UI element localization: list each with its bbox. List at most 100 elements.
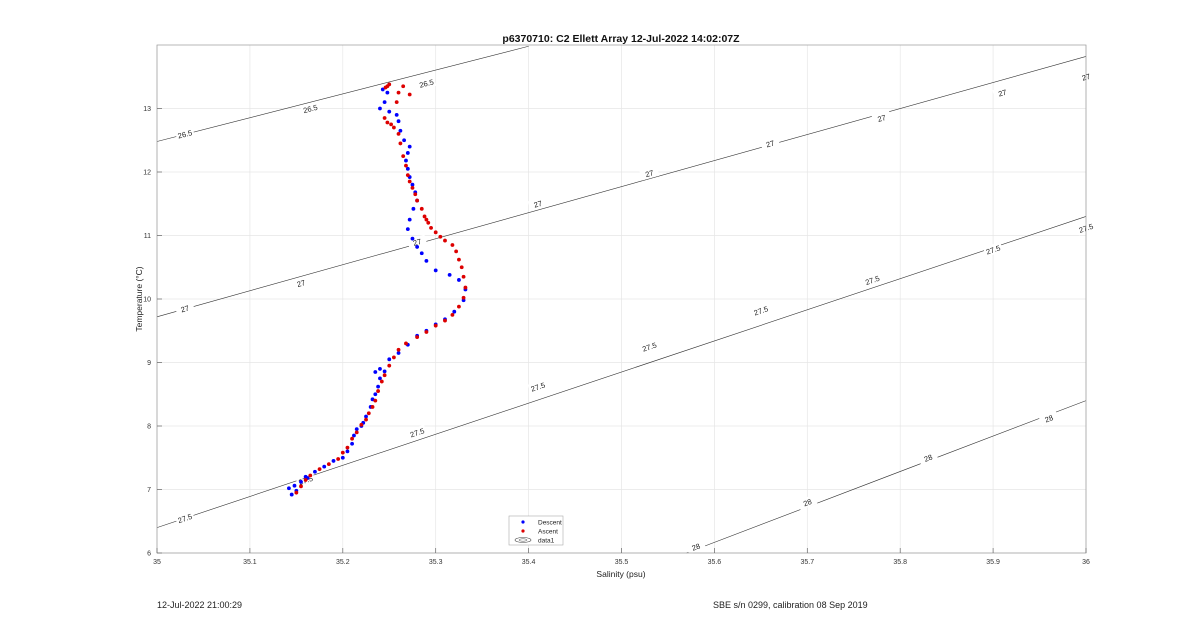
y-tick-label: 13 xyxy=(143,106,151,113)
ascent-point xyxy=(359,422,364,427)
contour-label-bg xyxy=(639,339,660,355)
x-tick-label: 35.5 xyxy=(615,559,629,566)
descent-point xyxy=(373,392,378,397)
x-tick-label: 35 xyxy=(153,559,161,566)
x-tick-label: 36 xyxy=(1082,559,1090,566)
ascent-point xyxy=(354,430,359,435)
descent-point xyxy=(415,245,420,249)
descent-point xyxy=(378,376,382,381)
ascent-point xyxy=(308,473,313,478)
legend-marker-descent xyxy=(521,520,525,524)
ascent-point xyxy=(387,82,392,87)
ascent-point xyxy=(422,214,427,219)
ascent-point xyxy=(424,330,429,334)
footer-timestamp: 12-Jul-2022 21:00:29 xyxy=(157,600,243,610)
ascent-point xyxy=(317,467,322,472)
descent-point xyxy=(419,251,424,256)
contour-label: 27 xyxy=(296,278,306,289)
descent-point xyxy=(447,272,452,277)
ascent-point xyxy=(429,225,433,230)
legend-entry-ascent: Ascent xyxy=(538,529,558,536)
x-tick-label: 35.7 xyxy=(800,559,814,566)
contour-label-bg xyxy=(871,110,892,126)
ascent-point xyxy=(382,116,387,120)
descent-point xyxy=(407,144,412,149)
ascent-point xyxy=(433,323,438,328)
ascent-point xyxy=(294,490,299,495)
ascent-point xyxy=(385,120,390,125)
ascent-point xyxy=(457,257,461,262)
descent-point xyxy=(354,427,359,432)
ascent-point xyxy=(405,173,410,178)
contour-label: 27 xyxy=(877,113,887,124)
descent-point xyxy=(433,268,438,273)
ascent-point xyxy=(450,243,455,247)
contour-label: 27.5 xyxy=(409,426,426,439)
contour-label: 27.5 xyxy=(985,243,1002,256)
ascent-point xyxy=(433,230,438,235)
ascent-point xyxy=(299,484,303,489)
contour-line xyxy=(156,45,529,142)
contour-label: 27 xyxy=(765,138,775,149)
descent-point xyxy=(394,112,399,117)
legend-entry-descent: Descent xyxy=(538,520,562,527)
descent-point xyxy=(376,384,381,389)
legend-marker-ascent xyxy=(521,529,525,533)
descent-point xyxy=(410,182,415,187)
contour-label-bg xyxy=(174,301,195,316)
contour-label-bg xyxy=(1038,410,1060,427)
contour-label: 27 xyxy=(644,168,654,179)
legend-entry-data1: data1 xyxy=(538,538,555,545)
descent-point xyxy=(404,158,408,163)
x-axis-label: Salinity (psu) xyxy=(596,569,645,579)
y-tick-label: 11 xyxy=(144,233,151,240)
contour-label-bg xyxy=(290,275,312,291)
contour-label: 28 xyxy=(802,497,813,508)
legend: Descent Ascent data1 xyxy=(508,515,564,546)
y-tick-label: 9 xyxy=(147,360,151,367)
ascent-point xyxy=(407,92,412,97)
ascent-point xyxy=(376,389,381,393)
ascent-point xyxy=(463,285,468,290)
ascent-point xyxy=(340,450,345,455)
contour-label: 27.5 xyxy=(753,304,770,317)
descent-point xyxy=(402,138,407,143)
ascent-point xyxy=(383,85,388,90)
descent-point xyxy=(350,441,354,446)
contour-label-bg xyxy=(760,136,781,151)
contour-label: 26.5 xyxy=(177,128,193,140)
ascent-point xyxy=(364,417,368,422)
ascent-point xyxy=(394,100,399,105)
contour-label: 28 xyxy=(1044,413,1055,424)
descent-point xyxy=(452,309,457,314)
x-tick-label: 35.3 xyxy=(429,559,443,566)
contour-label: 27.5 xyxy=(177,512,194,525)
contour-label-bg xyxy=(797,494,818,511)
ascent-point xyxy=(373,398,378,403)
ascent-point xyxy=(389,122,394,127)
ascent-point xyxy=(345,445,350,450)
y-tick-label: 7 xyxy=(147,487,151,494)
contour-label-bg xyxy=(527,379,549,395)
ascent-point xyxy=(401,154,406,159)
y-tick-label: 12 xyxy=(143,170,151,177)
contour-line xyxy=(686,400,1087,554)
y-axis-label: Temperature (°C) xyxy=(134,266,144,331)
ascent-point xyxy=(370,405,375,409)
descent-point xyxy=(407,217,412,222)
contour-label-bg xyxy=(917,449,939,466)
descent-point xyxy=(405,166,410,171)
ascent-point xyxy=(424,217,429,222)
ascent-point xyxy=(350,436,354,441)
contour-label: 28 xyxy=(923,453,934,464)
contour-label-bg xyxy=(416,76,437,91)
contour-label-bg xyxy=(750,302,771,319)
contour-label: 26.5 xyxy=(418,77,434,89)
ascent-point xyxy=(410,185,415,190)
ascent-point xyxy=(415,198,420,203)
ascent-point xyxy=(391,355,396,360)
descent-point xyxy=(405,151,410,155)
ascent-point xyxy=(407,179,412,184)
ascent-point xyxy=(404,163,408,168)
ascent-point xyxy=(303,478,308,482)
